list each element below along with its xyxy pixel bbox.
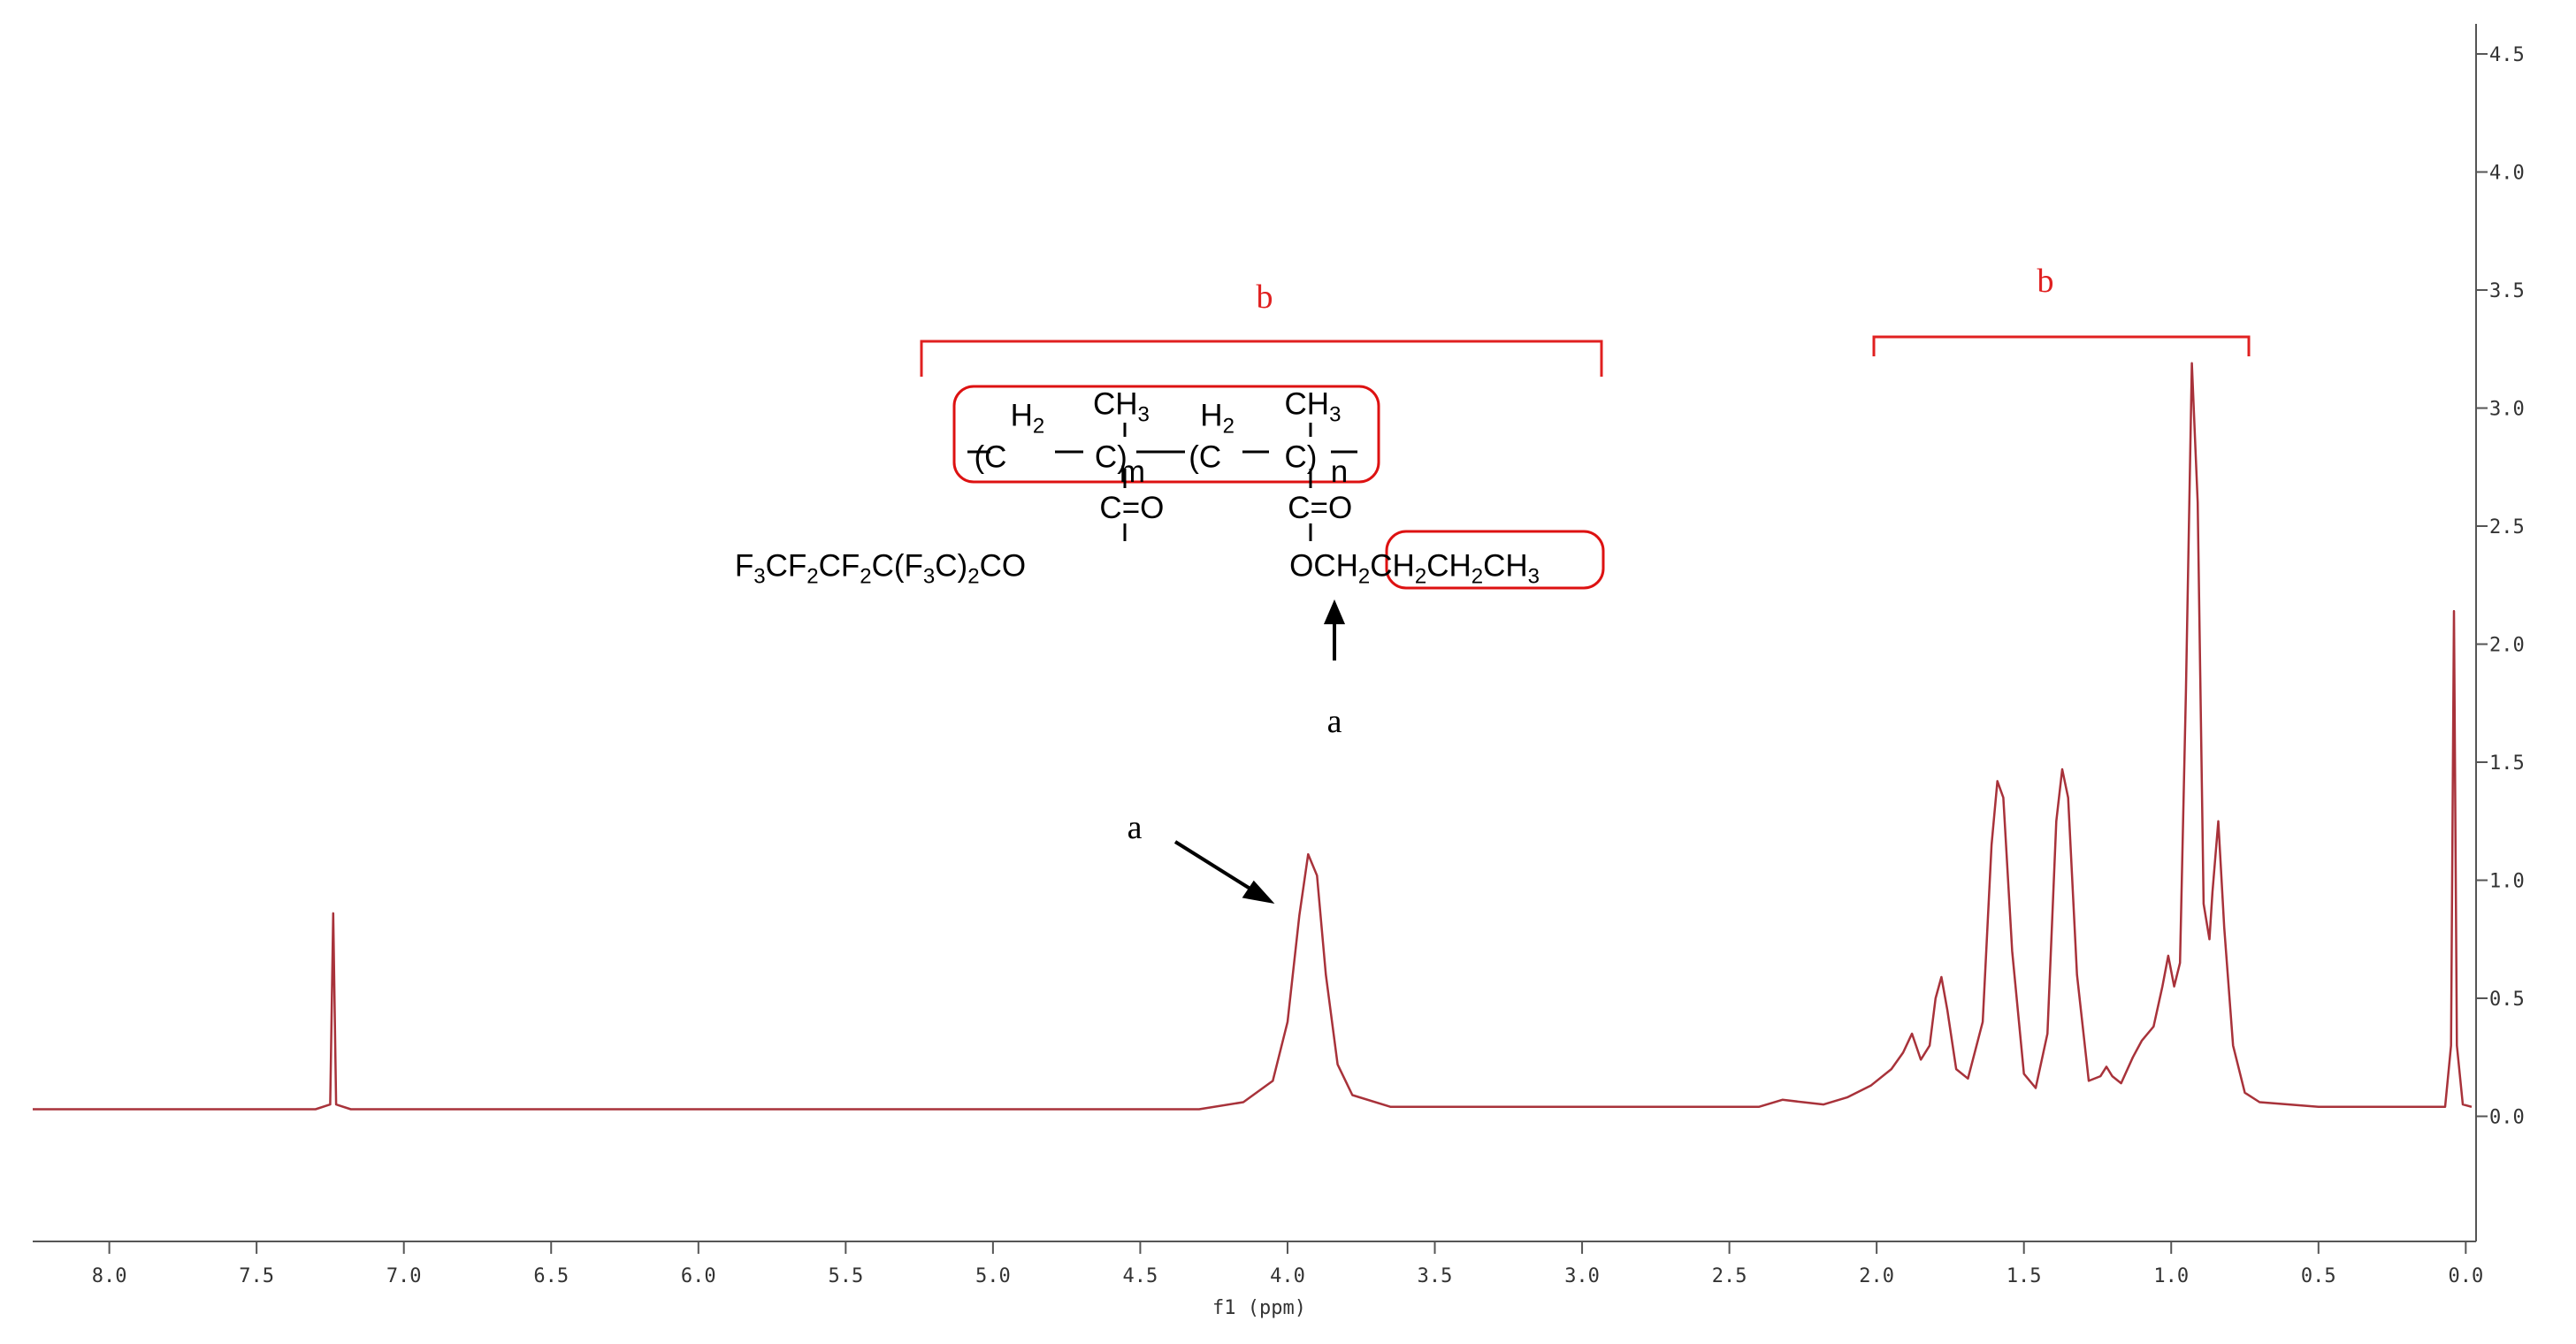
structure-text: (C: [1189, 439, 1221, 474]
structure-text: C=O: [1288, 491, 1352, 525]
annotation: b: [1257, 279, 1273, 316]
annotation: a: [1327, 703, 1342, 740]
structure-text: (C: [975, 439, 1007, 474]
x-tick-label: 5.0: [975, 1265, 1011, 1287]
x-tick-label: 1.5: [2007, 1265, 2042, 1287]
x-tick-label: 1.0: [2153, 1265, 2189, 1287]
bracket: [1872, 335, 2251, 356]
structure-text: C): [1095, 439, 1127, 474]
x-tick-label: 8.0: [92, 1265, 127, 1287]
highlight-box: [1385, 530, 1605, 590]
structure-text: H2: [1200, 399, 1234, 439]
structure-text: n: [1331, 454, 1348, 489]
spectrum-line: [33, 362, 2473, 1111]
structure-text: CH3: [1285, 387, 1342, 427]
x-tick-label: 3.5: [1418, 1265, 1453, 1287]
y-tick-label: 0.0: [2489, 1106, 2525, 1128]
structure-shapes: [952, 385, 1605, 590]
x-tick-label: 2.5: [1712, 1265, 1747, 1287]
bracket: [920, 340, 1603, 377]
x-tick-label: 3.0: [1564, 1265, 1600, 1287]
structure-text: CH3: [1093, 387, 1150, 427]
y-tick-label: 2.5: [2489, 516, 2525, 538]
y-tick-label: 3.0: [2489, 399, 2525, 421]
y-tick-label: 4.0: [2489, 163, 2525, 185]
x-tick-label: 7.0: [386, 1265, 422, 1287]
arrows: [1173, 599, 1346, 904]
x-tick-label: 2.0: [1859, 1265, 1894, 1287]
x-axis-label: f1 (ppm): [1212, 1297, 1306, 1319]
y-tick-label: 3.5: [2489, 280, 2525, 302]
annotation: a: [1127, 809, 1143, 846]
annotation: b: [2037, 263, 2054, 300]
structure-text: F3CF2CF2C(F3C)2CO: [735, 549, 1026, 589]
x-tick-label: 7.5: [239, 1265, 274, 1287]
highlight-box: [952, 385, 1380, 484]
x-tick-label: 0.0: [2448, 1265, 2483, 1287]
x-tick-label: 0.5: [2301, 1265, 2336, 1287]
x-tick-label: 6.5: [533, 1265, 569, 1287]
structure-text: H2: [1011, 399, 1045, 439]
structure-text: C=O: [1099, 491, 1164, 525]
y-tick-label: 4.5: [2489, 44, 2525, 66]
y-tick-label: 1.5: [2489, 752, 2525, 775]
x-tick-label: 4.5: [1123, 1265, 1158, 1287]
y-tick-label: 2.0: [2489, 635, 2525, 657]
arrow-head: [1242, 880, 1275, 904]
x-tick-label: 5.5: [828, 1265, 863, 1287]
y-tick-label: 0.5: [2489, 989, 2525, 1011]
structure-text: m: [1120, 454, 1145, 489]
arrow: [1173, 840, 1257, 894]
x-tick-label: 6.0: [681, 1265, 716, 1287]
x-tick-label: 4.0: [1270, 1265, 1305, 1287]
arrow-head: [1323, 599, 1346, 624]
structure-text: OCH2CH2CH2CH3: [1289, 549, 1540, 589]
y-tick-label: 1.0: [2489, 871, 2525, 893]
brackets: [920, 335, 2251, 377]
structure-text: C): [1285, 439, 1318, 474]
